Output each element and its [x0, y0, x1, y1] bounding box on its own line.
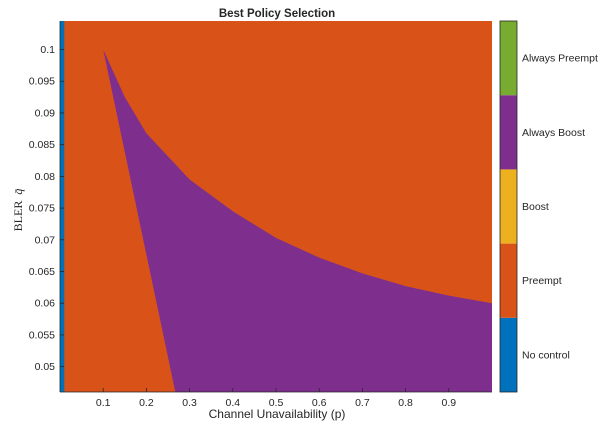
x-tick-label: 0.9 — [441, 397, 456, 409]
y-tick-label: 0.06 — [35, 298, 56, 310]
y-axis-label: BLER q̄ — [11, 189, 25, 232]
y-tick-label: 0.055 — [29, 329, 55, 341]
x-tick-label: 0.1 — [96, 397, 111, 409]
y-tick-label: 0.08 — [35, 171, 56, 183]
colorbar-label-boost: Boost — [522, 201, 549, 213]
y-tick-label: 0.075 — [29, 203, 55, 215]
colorbar-segment-no-control — [500, 317, 517, 392]
colorbar-segment-always-preempt — [500, 21, 517, 96]
y-axis: 0.05 0.055 0.06 0.065 0.07 0.075 0.08 0.085 0.09… — [29, 44, 64, 373]
y-axis-label-symbol: q̄ — [11, 189, 25, 195]
x-tick-label: 0.4 — [225, 397, 240, 409]
y-tick-label: 0.085 — [29, 139, 55, 151]
colorbar-segment-always-boost — [500, 95, 517, 170]
y-tick-label: 0.095 — [29, 76, 55, 88]
colorbar-label-always-preempt: Always Preempt — [522, 53, 598, 65]
region-no-control — [60, 21, 65, 392]
y-tick-label: 0.05 — [35, 361, 56, 373]
y-axis-label-group: BLER q̄ — [11, 189, 25, 232]
colorbar-segment-boost — [500, 169, 517, 244]
colorbar-label-always-boost: Always Boost — [522, 127, 585, 139]
y-tick-label: 0.065 — [29, 266, 55, 278]
plot-area — [59, 21, 492, 393]
x-tick-label: 0.2 — [139, 397, 154, 409]
chart-title: Best Policy Selection — [219, 8, 335, 20]
x-tick-label: 0.5 — [269, 397, 284, 409]
x-axis-label: Channel Unavailability (p) — [209, 407, 346, 421]
y-tick-label: 0.1 — [40, 44, 55, 56]
colorbar: No control Preempt Boost Always Boost Always… — [499, 20, 598, 393]
y-tick-label: 0.07 — [35, 234, 56, 246]
colorbar-label-preempt: Preempt — [522, 275, 562, 287]
colorbar-label-no-control: No control — [522, 349, 570, 361]
x-tick-label: 0.8 — [398, 397, 413, 409]
x-tick-label: 0.3 — [182, 397, 197, 409]
colorbar-frame — [499, 20, 518, 393]
y-tick-label: 0.09 — [35, 107, 56, 119]
region-always-boost — [103, 49, 492, 392]
x-tick-label: 0.6 — [312, 397, 327, 409]
x-tick-label: 0.7 — [355, 397, 370, 409]
x-axis: 0.1 0.2 0.3 0.4 0.5 0.6 0.7 0.8 0.9 — [96, 388, 456, 409]
colorbar-segment-preempt — [500, 243, 517, 318]
y-axis-label-text: BLER — [11, 201, 25, 232]
